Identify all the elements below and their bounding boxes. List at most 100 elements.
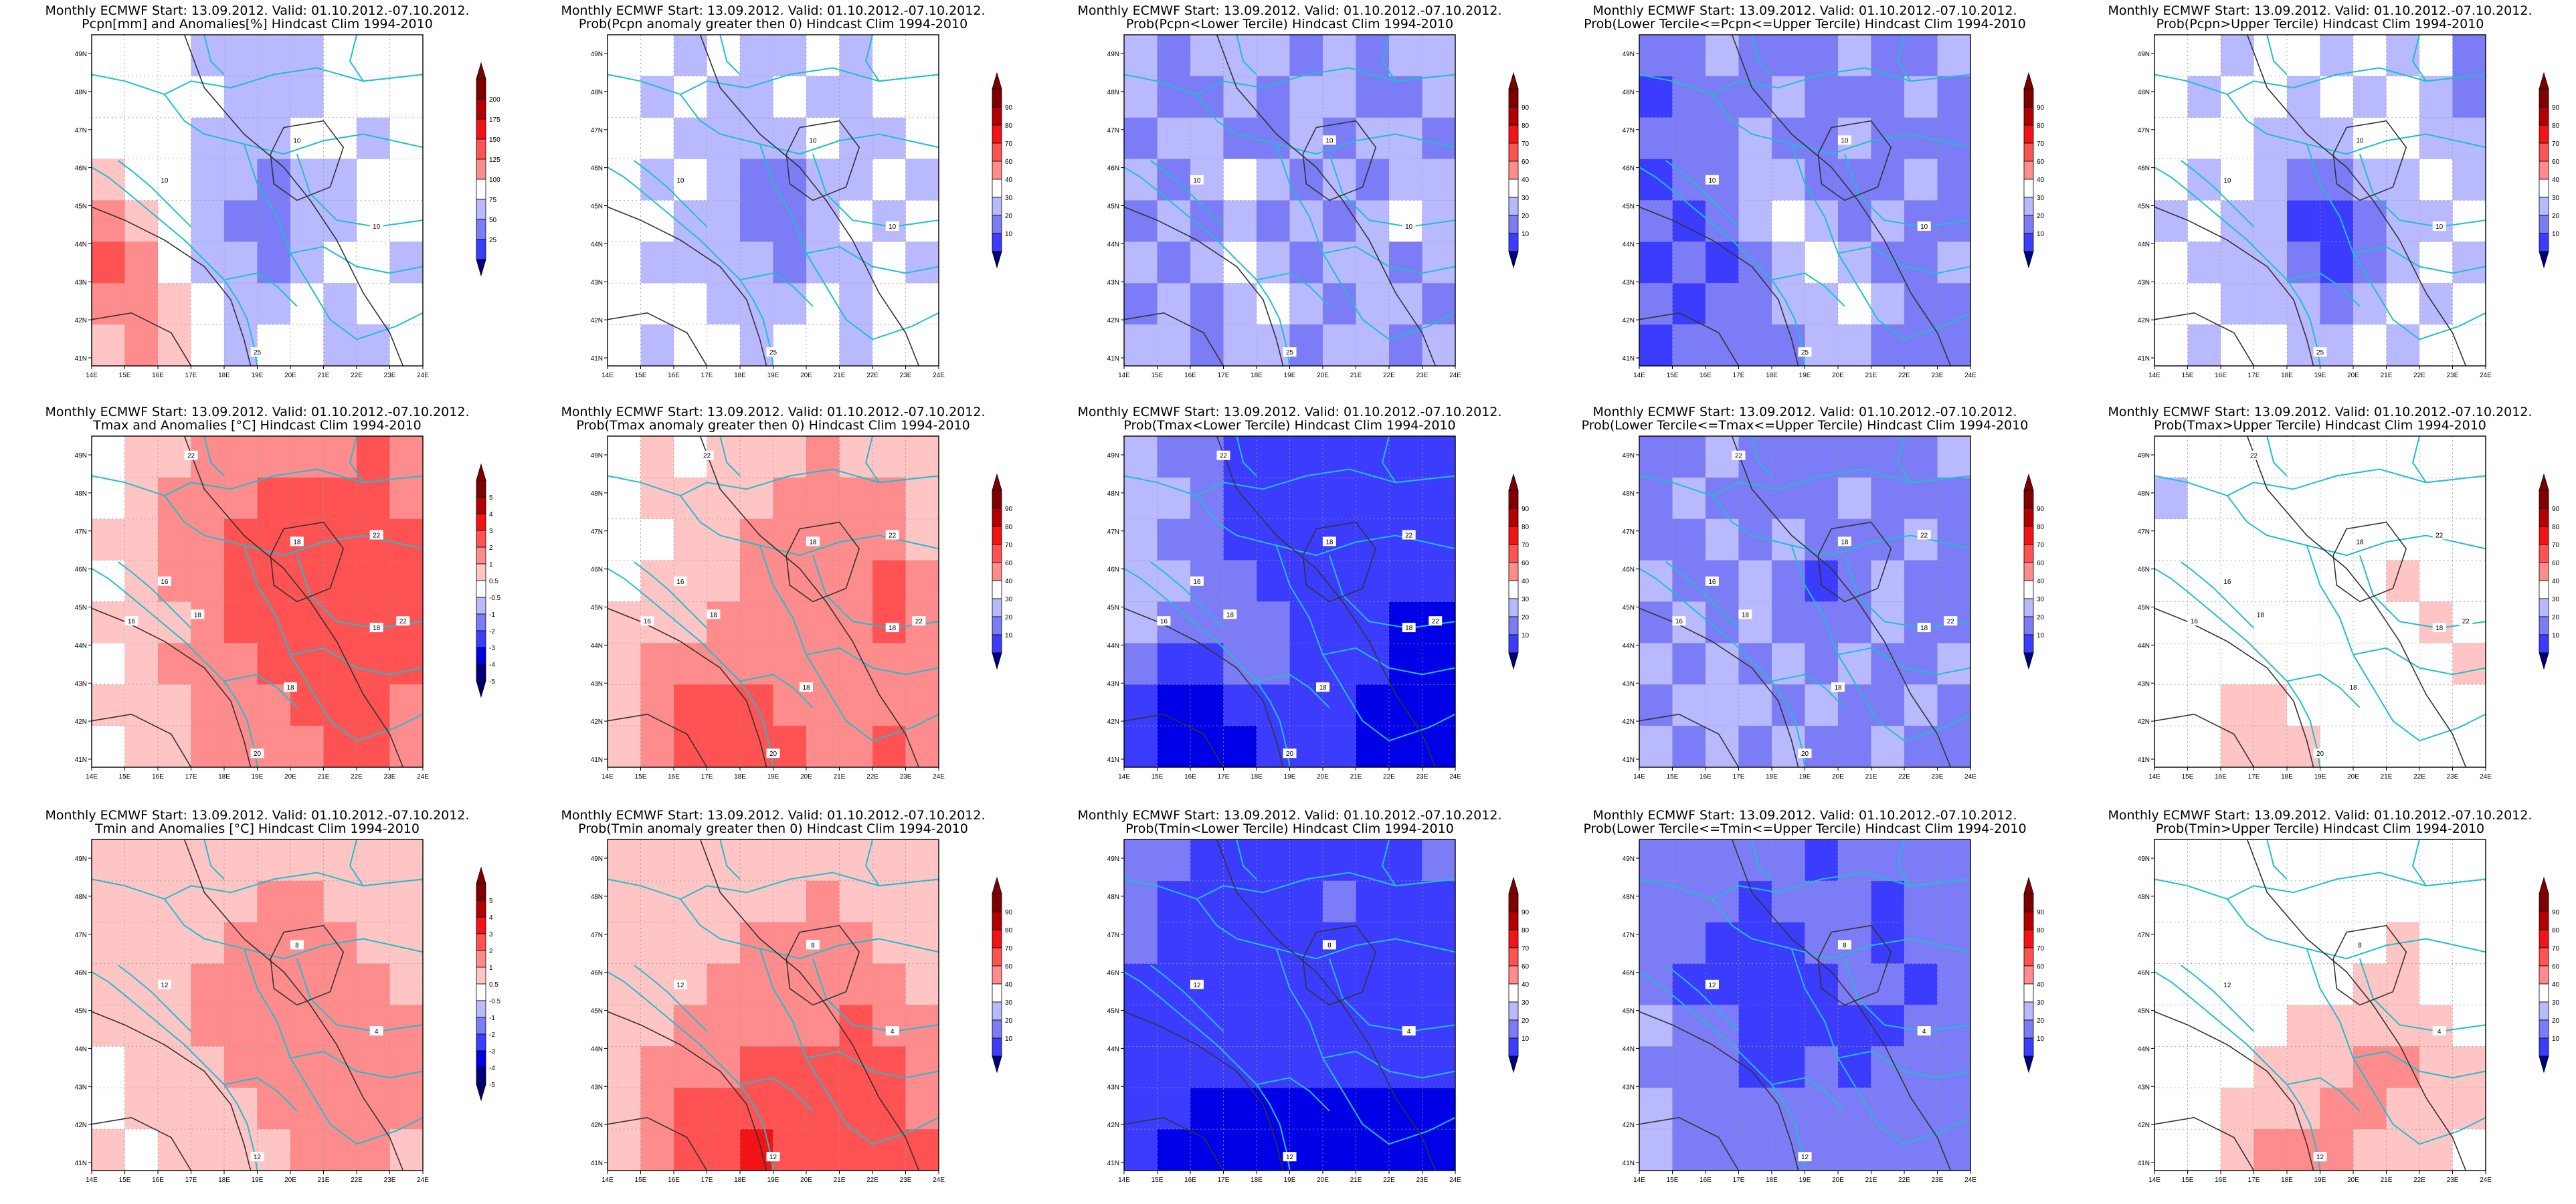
field-cell [1904,963,1938,1006]
colorbar-segment [992,634,1002,654]
colorbar-label: 30 [1522,195,1530,202]
colorbar-segment [2023,965,2034,985]
colorbar-label: 40 [2552,177,2560,184]
border-line [2154,167,2321,366]
border-line [1328,555,1455,629]
field-cell [1289,283,1323,325]
contour-label-bg [2247,450,2261,460]
lon-tick-label: 18E [218,773,230,781]
field-cell [1838,601,1872,643]
colorbar-segment [992,161,1002,180]
lon-tick-label: 21E [2381,372,2393,379]
field-cell [2419,436,2454,478]
field-cell [806,963,840,1006]
colorbar-segment [2023,893,2034,912]
field-cell [257,35,291,77]
field-cell [257,200,291,242]
field-cell [872,200,907,242]
colorbar-segment [2023,634,2034,654]
field-cell [1639,436,1673,478]
field-cell [1706,241,1740,284]
colorbar-segment [2539,598,2549,617]
field-cell [1422,477,1455,520]
border-line [719,839,741,880]
field-cell [1639,1005,1673,1047]
lon-tick-label: 24E [2480,372,2492,379]
colorbar-label: 20 [2037,614,2045,621]
colorbar-label: 60 [2552,560,2560,567]
lat-tick-label: 42N [1107,1122,1119,1129]
colorbar-label: 60 [1522,159,1530,166]
colorbar-label: 20 [1522,1017,1530,1025]
colorbar-label: 80 [1005,927,1013,934]
field-cell [707,1129,741,1171]
field-cell [1223,922,1257,965]
field-cell [357,1129,391,1171]
field-cell [1838,839,1872,882]
field-cell [2353,159,2387,201]
border-line [608,872,939,900]
border-line [2412,35,2427,82]
field-cell [872,963,907,1006]
field-cell [2287,200,2321,242]
contour-label-bg [1837,135,1851,145]
contour-label-bg [2432,1026,2446,1036]
panel-title-line1: Monthly ECMWF Start: 13.09.2012. Valid: … [45,405,470,419]
field-cell [1937,839,1970,882]
contour-line [1817,521,1892,603]
border-line [1275,948,1455,1145]
contour-label: 18 [1920,625,1928,632]
field-cell [674,922,708,965]
field-cell [1356,1088,1390,1130]
colorbar-segment [2539,562,2549,581]
field-cell [323,1046,357,1088]
panel-title-line2: Prob(Tmax>Upper Tercile) Hindcast Clim 1… [2154,418,2486,433]
lon-tick-label: 21E [1865,372,1877,379]
border-line [719,436,741,477]
field-cell [839,1046,873,1088]
border-line [1712,94,1970,155]
colorbar-segment [992,179,1002,198]
field-cell [707,324,741,366]
field-cell [191,324,225,366]
border-line [296,153,423,228]
colorbar-segment [1508,580,1519,599]
field-cell [2253,1005,2288,1047]
field-cell [1124,1088,1158,1130]
field-cell [773,839,807,882]
contour-label: 10 [809,137,817,144]
field-cell [389,241,423,284]
colorbar-label: 20 [2552,1017,2560,1025]
lon-tick-label: 15E [2182,372,2194,379]
colorbar-segment [2539,88,2549,108]
lat-tick-label: 42N [591,1122,603,1129]
border-line [243,545,423,742]
lon-tick-label: 14E [1118,1177,1130,1184]
colorbar-top-arrow [2539,473,2549,491]
field-cell [773,117,807,160]
field-cell [1190,76,1224,118]
field-cell [2320,200,2354,242]
colorbar-label: 40 [1522,578,1530,585]
lon-tick-label: 21E [318,773,330,781]
field-cell [2452,35,2486,77]
field-cell [839,684,873,726]
colorbar-label: 40 [2552,981,2560,989]
lon-tick-label: 24E [417,773,429,781]
field-cell [2287,159,2321,201]
contour-label-bg [2253,609,2268,619]
border-line [1322,245,1455,274]
field-cell [2253,601,2288,643]
colorbar-segment [1508,124,1519,144]
field-cell [905,241,939,284]
border-line [608,971,774,1171]
lon-tick-label: 24E [2480,1177,2492,1184]
field-cell [1124,35,1158,77]
field-cell [707,880,741,923]
field-cell [2154,159,2189,201]
colorbar-segment [992,947,1002,967]
panel-title-line1: Monthly ECMWF Start: 13.09.2012. Valid: … [1078,3,1502,18]
